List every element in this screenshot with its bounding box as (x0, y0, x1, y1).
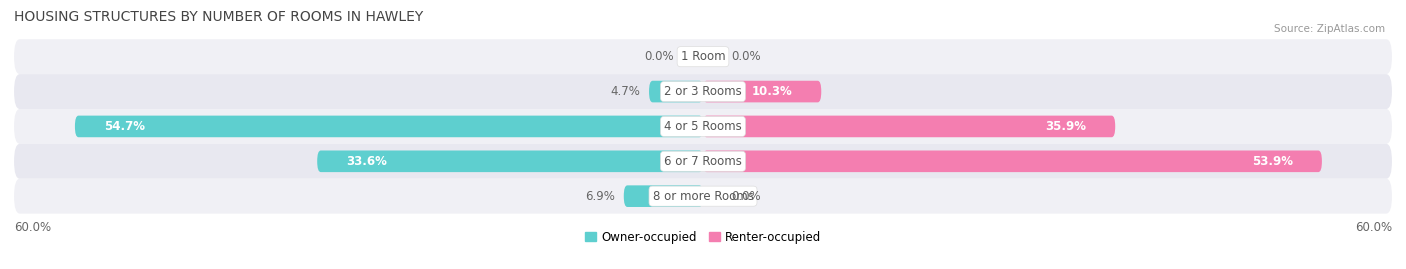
Text: 6.9%: 6.9% (585, 190, 614, 203)
FancyBboxPatch shape (14, 74, 1392, 109)
Text: 60.0%: 60.0% (1355, 221, 1392, 234)
FancyBboxPatch shape (14, 179, 1392, 214)
Text: 0.0%: 0.0% (731, 190, 761, 203)
FancyBboxPatch shape (318, 150, 703, 172)
Text: 33.6%: 33.6% (346, 155, 387, 168)
Text: Source: ZipAtlas.com: Source: ZipAtlas.com (1274, 24, 1385, 34)
FancyBboxPatch shape (14, 144, 1392, 179)
Text: HOUSING STRUCTURES BY NUMBER OF ROOMS IN HAWLEY: HOUSING STRUCTURES BY NUMBER OF ROOMS IN… (14, 10, 423, 24)
Text: 1 Room: 1 Room (681, 50, 725, 63)
Text: 35.9%: 35.9% (1046, 120, 1087, 133)
Text: 53.9%: 53.9% (1253, 155, 1294, 168)
Text: 54.7%: 54.7% (104, 120, 145, 133)
FancyBboxPatch shape (14, 109, 1392, 144)
FancyBboxPatch shape (703, 116, 1115, 137)
FancyBboxPatch shape (650, 81, 703, 102)
Text: 4 or 5 Rooms: 4 or 5 Rooms (664, 120, 742, 133)
Text: 2 or 3 Rooms: 2 or 3 Rooms (664, 85, 742, 98)
Text: 6 or 7 Rooms: 6 or 7 Rooms (664, 155, 742, 168)
FancyBboxPatch shape (703, 150, 1322, 172)
FancyBboxPatch shape (703, 81, 821, 102)
FancyBboxPatch shape (14, 39, 1392, 74)
Text: 8 or more Rooms: 8 or more Rooms (652, 190, 754, 203)
Text: 0.0%: 0.0% (645, 50, 675, 63)
Text: 0.0%: 0.0% (731, 50, 761, 63)
Text: 10.3%: 10.3% (752, 85, 793, 98)
Legend: Owner-occupied, Renter-occupied: Owner-occupied, Renter-occupied (579, 226, 827, 249)
FancyBboxPatch shape (75, 116, 703, 137)
Text: 60.0%: 60.0% (14, 221, 51, 234)
FancyBboxPatch shape (624, 185, 703, 207)
Text: 4.7%: 4.7% (610, 85, 640, 98)
